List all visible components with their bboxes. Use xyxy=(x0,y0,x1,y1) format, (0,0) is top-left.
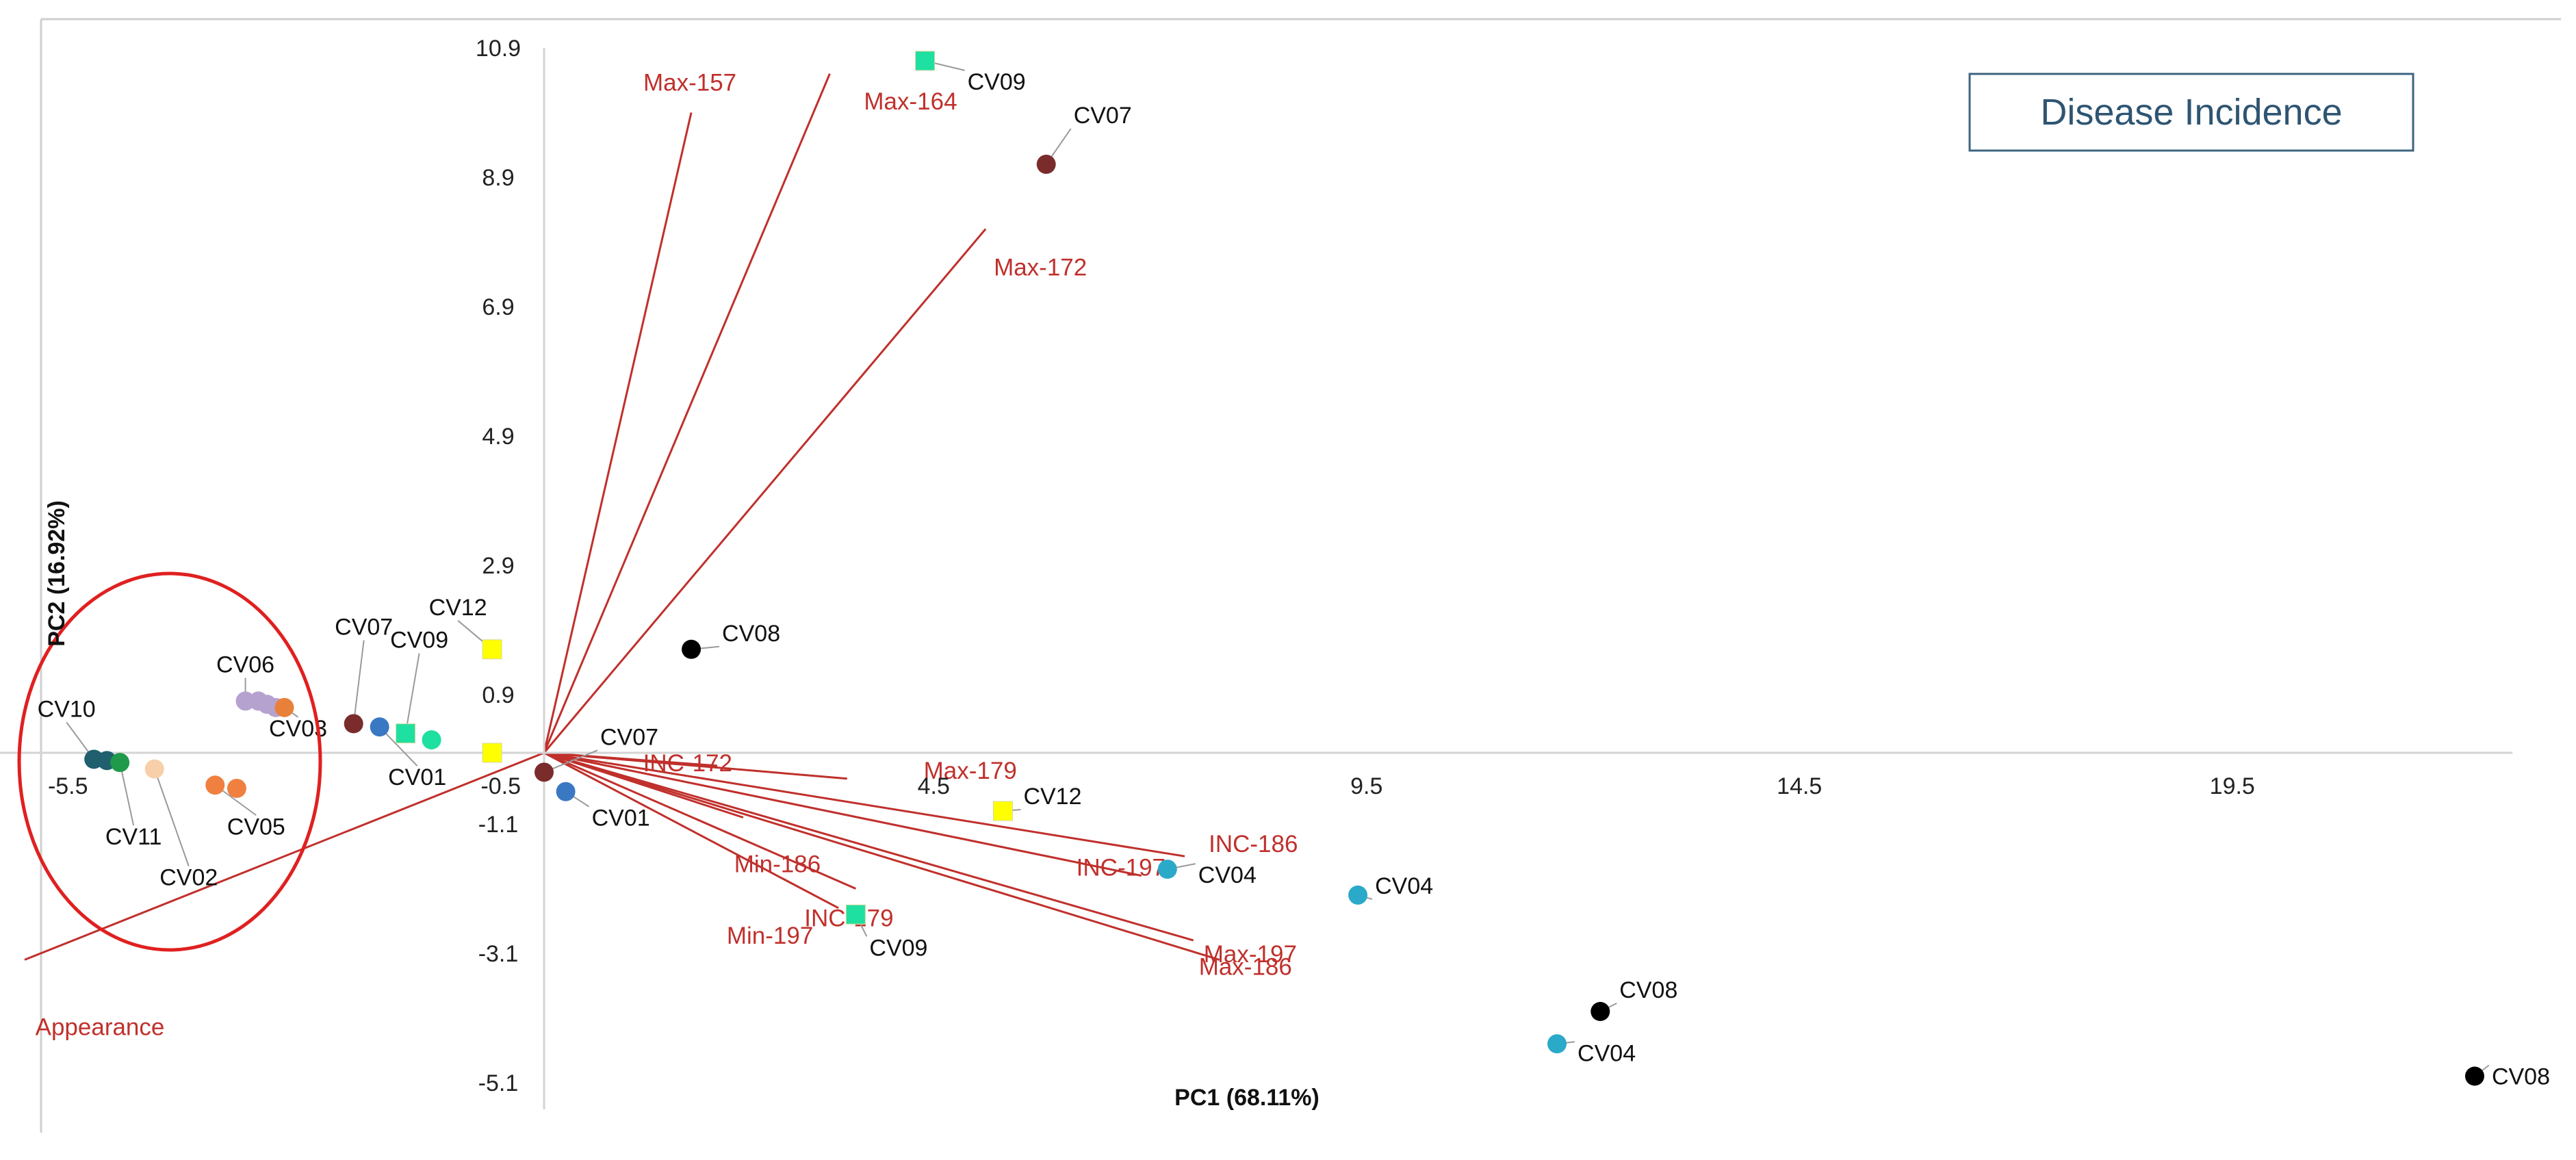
point-label-cv04: CV04 xyxy=(1375,873,1433,899)
point-label-cv08: CV08 xyxy=(1619,977,1677,1003)
point-label-cv01: CV01 xyxy=(388,764,446,790)
score-points xyxy=(84,51,2484,1086)
cv07-point xyxy=(1036,155,1056,175)
y-tick-label: 2.9 xyxy=(482,553,514,579)
vector-label-max-157: Max-157 xyxy=(643,69,736,96)
connector-cv07 xyxy=(352,640,365,724)
vector-label-max-179: Max-179 xyxy=(924,758,1017,784)
x-tick-label: 9.5 xyxy=(1350,773,1382,799)
x-tick-label: -5.5 xyxy=(48,773,88,799)
y-tick-label: 8.9 xyxy=(482,165,514,191)
point-label-cv01: CV01 xyxy=(592,805,650,832)
point-label-cv09: CV09 xyxy=(390,628,448,654)
x-tick-label: 14.5 xyxy=(1777,773,1822,799)
y-tick-label: 6.9 xyxy=(482,294,514,320)
vector-label-max-164: Max-164 xyxy=(864,88,957,115)
cv08-point xyxy=(2464,1066,2484,1086)
cv05-point xyxy=(227,778,246,798)
point-label-cv09: CV09 xyxy=(968,69,1026,95)
point-label-cv07: CV07 xyxy=(1074,103,1132,129)
point-label-cv12: CV12 xyxy=(1023,784,1081,810)
vector-min-197 xyxy=(543,751,839,910)
vector-label-appearance: Appearance xyxy=(36,1014,165,1040)
cv09-point xyxy=(845,904,866,925)
vector-inc-197 xyxy=(543,751,1142,877)
y-axis-label: PC2 (16.92%) xyxy=(44,500,70,647)
cv09-point xyxy=(915,51,936,71)
connector-cv07 xyxy=(543,749,598,773)
vector-label-max-186: Max-186 xyxy=(1199,953,1292,980)
y-tick-label: -1.1 xyxy=(478,812,519,838)
x-tick-label: -0.5 xyxy=(480,773,521,799)
vector-max-164 xyxy=(543,73,831,753)
y-tick-label: -3.1 xyxy=(478,941,519,967)
cv04-point xyxy=(1547,1034,1567,1054)
connector-cv02 xyxy=(153,769,190,866)
cv08-point xyxy=(682,639,701,659)
vector-max-186 xyxy=(543,751,1220,961)
y-tick-label: 4.9 xyxy=(482,424,514,450)
point-label-cv09: CV09 xyxy=(869,935,927,961)
vector-label-max-197: Max-197 xyxy=(1204,941,1297,968)
cluster-circle xyxy=(17,571,322,952)
x-axis-label: PC1 (68.11%) xyxy=(1174,1085,1319,1111)
point-label-cv05: CV05 xyxy=(227,814,285,840)
cv12-point xyxy=(482,743,502,763)
y-tick-label: 10.9 xyxy=(476,36,521,62)
cv08-point xyxy=(1590,1002,1610,1021)
vector-max-179 xyxy=(543,751,847,780)
tick-labels: -5.5 -0.5 4.5 9.5 14.5 19.5 10.9 8.9 6.9 4.9 2.9 0.… xyxy=(48,36,2255,1096)
vector-inc-179 xyxy=(543,751,856,890)
cv09-point xyxy=(422,730,441,750)
title-box-frame xyxy=(1968,73,2414,152)
cv12-point xyxy=(482,639,502,660)
point-label-cv06: CV06 xyxy=(216,652,274,678)
vector-min-186 xyxy=(543,751,744,819)
point-label-cv02: CV02 xyxy=(159,865,218,891)
point-label-cv10: CV10 xyxy=(38,696,96,722)
cv07-point xyxy=(344,714,363,734)
point-label-cv07: CV07 xyxy=(335,614,393,640)
connector-cv11 xyxy=(119,762,135,826)
chart-title: Disease Incidence xyxy=(2040,92,2342,133)
y-tick-label: -5.1 xyxy=(478,1070,519,1096)
point-label-cv12: CV12 xyxy=(429,595,487,621)
title-box: Disease Incidence xyxy=(1968,73,2414,152)
vector-label-min-197: Min-197 xyxy=(727,923,813,949)
cv01-point xyxy=(556,782,576,801)
cv09-point xyxy=(396,723,416,744)
y-tick-label: 0.9 xyxy=(482,682,514,708)
vector-label-inc-186: INC-186 xyxy=(1209,831,1298,858)
x-tick-label: 4.5 xyxy=(918,773,950,799)
cv03-point xyxy=(274,697,294,717)
point-label-cv04: CV04 xyxy=(1198,862,1257,888)
vector-max-157 xyxy=(543,112,693,753)
cv01-point xyxy=(370,717,389,737)
point-label-cv04: CV04 xyxy=(1577,1040,1636,1066)
point-label-cv08: CV08 xyxy=(722,621,780,647)
connector-cv09 xyxy=(404,653,420,734)
point-label-cv08: CV08 xyxy=(2492,1064,2550,1090)
point-label-cv07: CV07 xyxy=(600,724,658,750)
cv05-point xyxy=(205,775,225,795)
cv04-point xyxy=(1157,860,1177,879)
cv04-point xyxy=(1348,885,1368,905)
cv07-point xyxy=(534,762,554,782)
vector-max-197 xyxy=(543,751,1194,942)
vector-max-172 xyxy=(543,228,987,753)
vector-label-inc-197: INC-197 xyxy=(1077,855,1165,881)
x-tick-label: 19.5 xyxy=(2210,773,2255,799)
vector-appearance xyxy=(24,751,545,961)
point-label-cv11: CV11 xyxy=(105,824,162,850)
cv02-point xyxy=(144,759,164,779)
axes xyxy=(0,47,2513,1109)
vector-inc-186 xyxy=(543,751,1185,858)
cv12-point xyxy=(992,801,1013,821)
cv11-point xyxy=(110,753,130,773)
vector-label-max-172: Max-172 xyxy=(994,255,1087,281)
